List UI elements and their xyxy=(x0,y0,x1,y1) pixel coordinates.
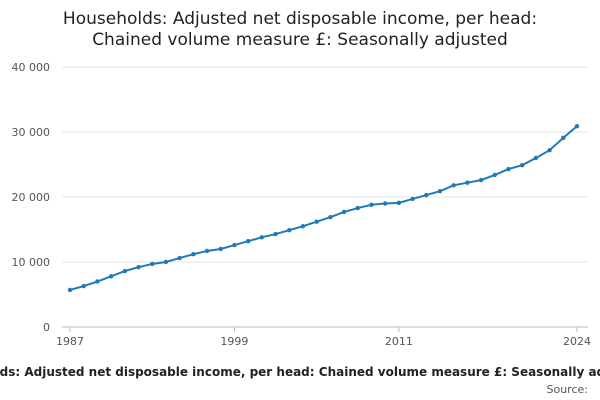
point xyxy=(561,135,566,141)
point xyxy=(67,287,73,293)
footer-title-part: Chained volume measure £: Seasonally adj… xyxy=(319,365,600,379)
point xyxy=(300,224,306,229)
x-tick-label: 1999 xyxy=(220,335,248,348)
point xyxy=(150,261,155,267)
chart-title: Chained volume measure £: Seasonally adj… xyxy=(92,30,508,50)
y-tick-label: 40 000 xyxy=(12,61,51,74)
point xyxy=(95,279,100,284)
point xyxy=(204,248,210,254)
point xyxy=(245,239,251,244)
footer-title-part: Households: Adjusted net disposable inco… xyxy=(0,365,315,379)
y-tick-label: 30 000 xyxy=(12,126,51,139)
point xyxy=(382,201,388,206)
point xyxy=(465,180,470,185)
point xyxy=(437,188,443,194)
point xyxy=(478,177,484,183)
footer-title: Households: Adjusted net disposable inco… xyxy=(0,365,600,379)
x-tick-label: 1987 xyxy=(56,335,84,348)
point xyxy=(218,246,223,252)
point xyxy=(122,268,128,274)
point xyxy=(328,214,333,220)
point xyxy=(547,148,552,153)
x-tick-label: 2024 xyxy=(563,335,591,348)
y-tick-label: 20 000 xyxy=(12,191,51,204)
source: Source: xyxy=(547,383,589,396)
point xyxy=(533,155,539,161)
point xyxy=(492,172,497,178)
point xyxy=(287,227,292,233)
point xyxy=(232,242,237,248)
point xyxy=(341,209,347,215)
point xyxy=(177,255,182,261)
y-tick-label: 0 xyxy=(43,321,50,334)
point xyxy=(519,162,525,168)
y-tick-label: 10 000 xyxy=(12,256,51,269)
point xyxy=(424,192,429,198)
point xyxy=(506,166,511,172)
point xyxy=(191,252,196,257)
point xyxy=(108,274,114,279)
line xyxy=(69,125,578,291)
x-tick-label: 2011 xyxy=(385,335,413,348)
point xyxy=(451,183,456,188)
point xyxy=(273,231,278,237)
point xyxy=(369,202,374,207)
point xyxy=(355,205,360,211)
chart-title: Households: Adjusted net disposable inco… xyxy=(63,9,537,29)
point xyxy=(396,200,402,206)
point xyxy=(259,235,265,240)
point xyxy=(314,219,319,224)
point xyxy=(81,283,86,289)
point xyxy=(136,265,141,270)
point xyxy=(410,196,415,202)
point xyxy=(574,123,580,129)
point xyxy=(163,259,169,265)
